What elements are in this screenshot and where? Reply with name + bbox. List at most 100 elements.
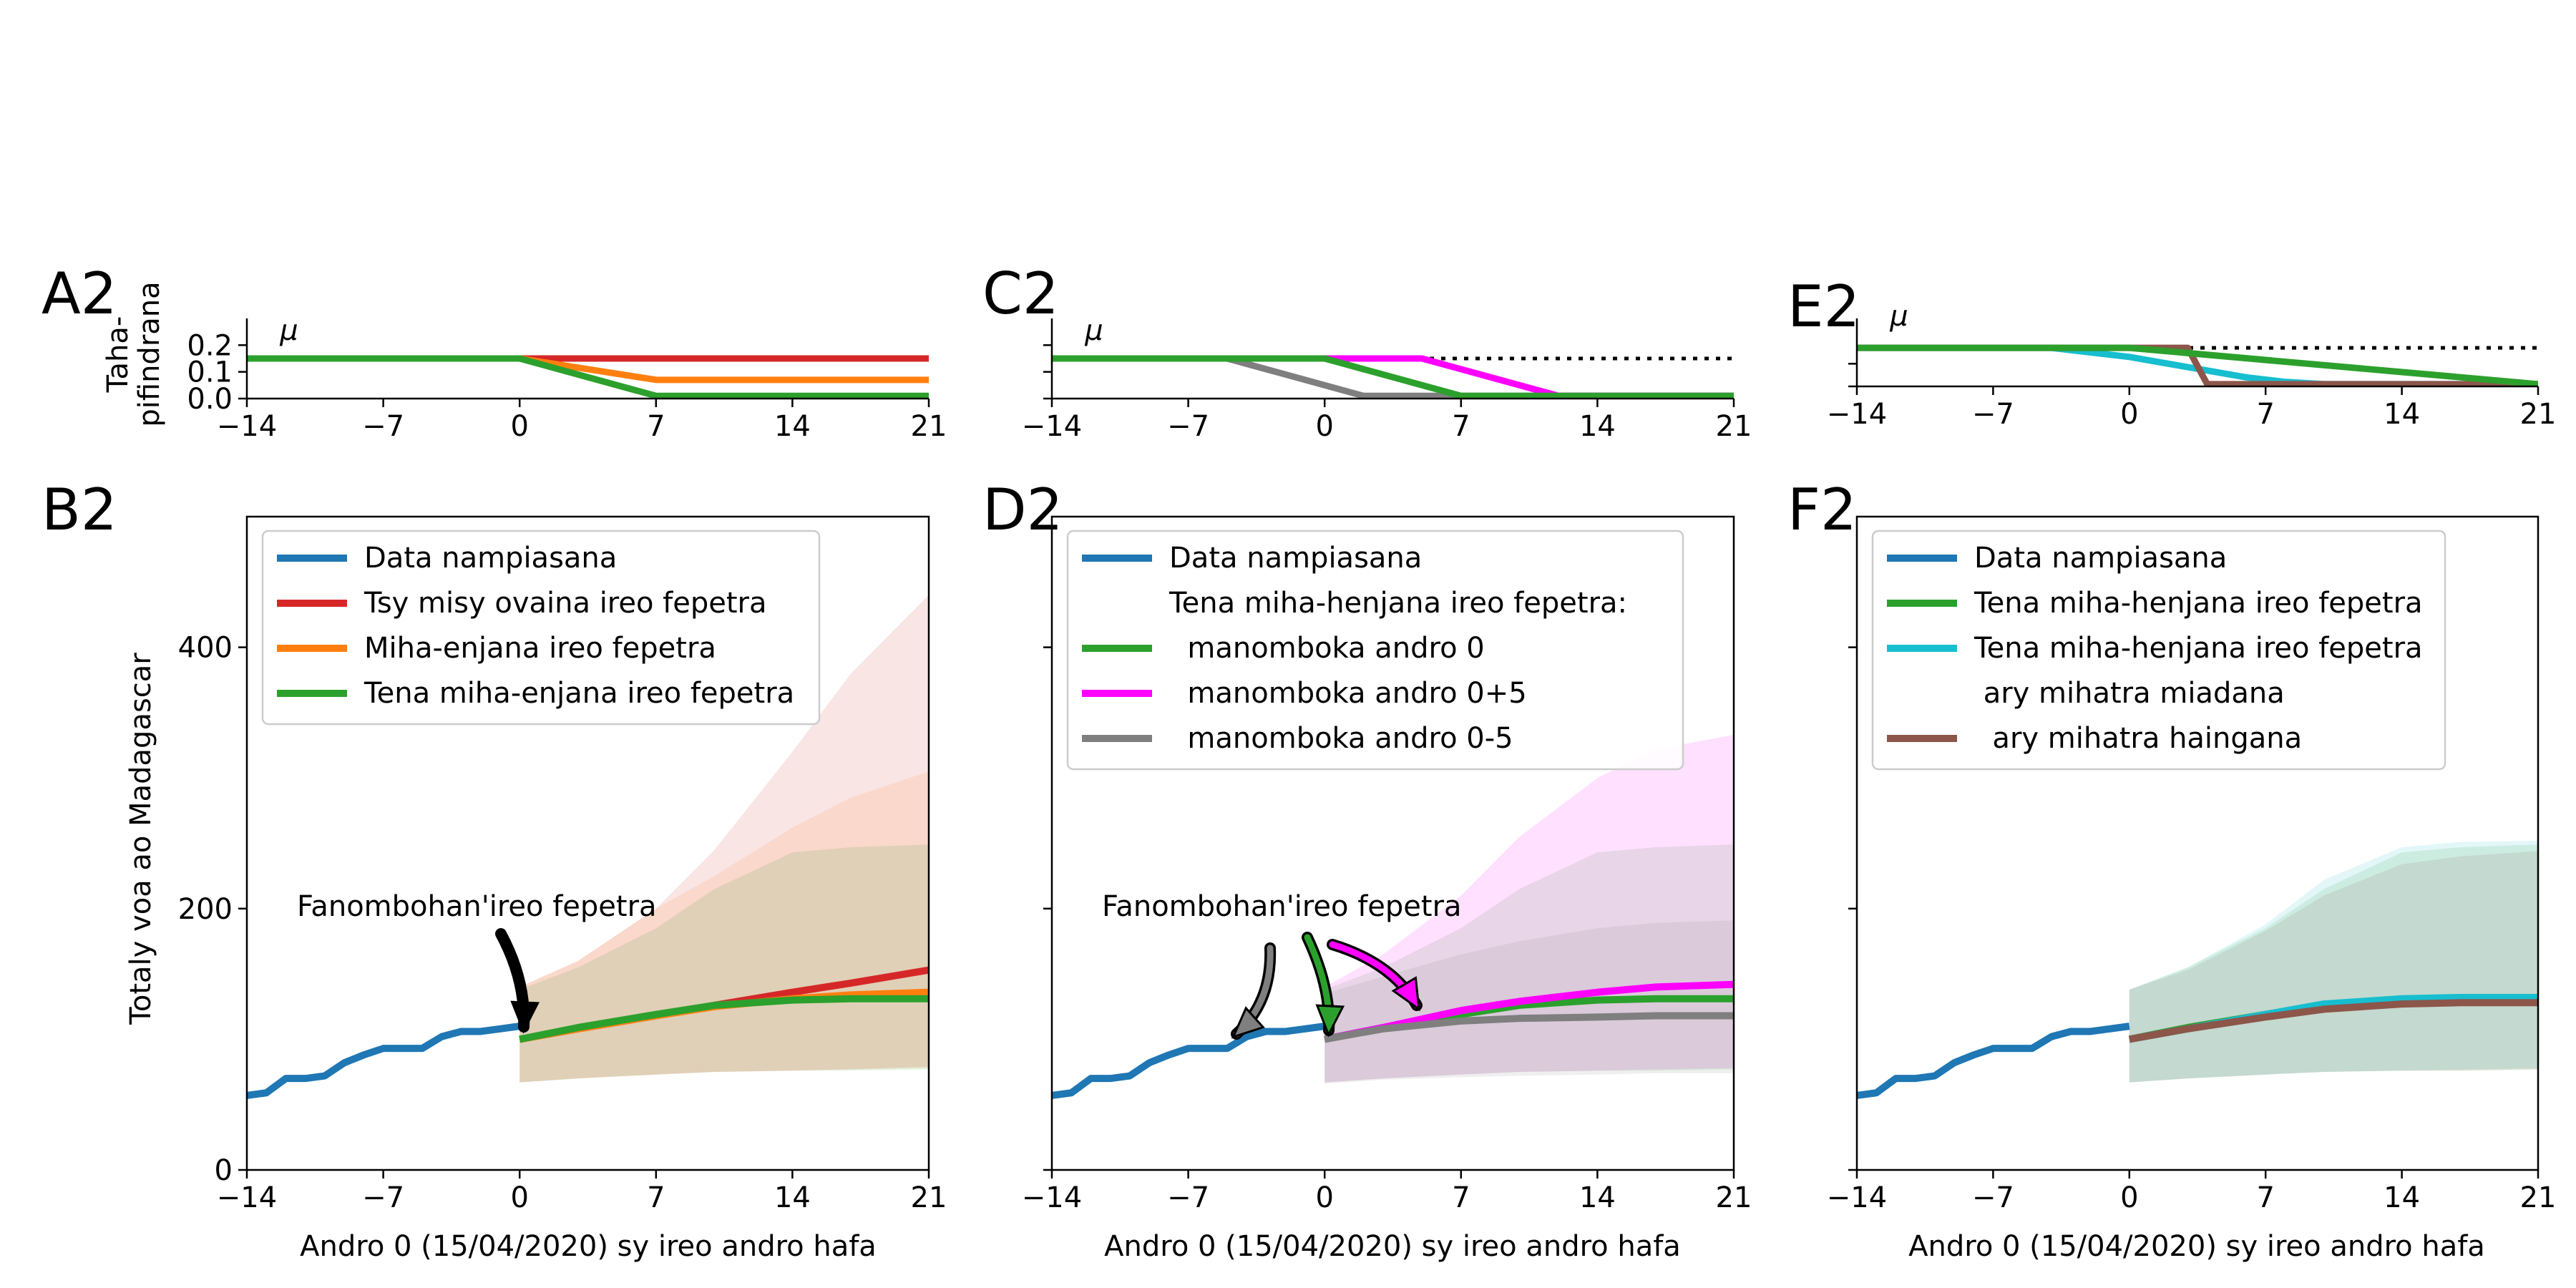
panel-A2: −14 −7 0 7 14 21 0.00.10.2 μ <box>187 314 947 443</box>
series-line-0 <box>247 1023 520 1099</box>
top-ylabel-line-2: pifindrana <box>133 281 166 426</box>
panel-B2: −14 −7 0 7 14 21 0 200 400 Data nampiasana Tsy mis… <box>178 515 947 1214</box>
series-line-3 <box>1052 355 1734 399</box>
x-tick-label: −7 <box>362 410 404 443</box>
x-tick-label: −7 <box>362 1181 404 1214</box>
x-tick-label: −7 <box>1972 398 2014 431</box>
y-tick-label: 200 <box>178 893 233 926</box>
legend-label: Data nampiasana <box>1974 542 2227 575</box>
panel-F2: −14 −7 0 7 14 21 Data nampiasana Tena miha-henj… <box>1827 515 2557 1214</box>
x-tick-label: −14 <box>217 410 277 443</box>
legend-label: Tena miha-henjana ireo fepetra <box>1974 587 2423 620</box>
series-line-0 <box>1857 1023 2130 1099</box>
annotation-arrow-magenta <box>1327 939 1423 1012</box>
annotation-arrow-green <box>1302 932 1345 1038</box>
legend-label: Tsy misy ovaina ireo fepetra <box>364 587 767 620</box>
legend-label: Miha-enjana ireo fepetra <box>364 632 716 665</box>
mu-label: μ <box>279 314 298 347</box>
x-tick-label: 0 <box>510 1181 528 1214</box>
legend-label: Tena miha-enjana ireo fepetra <box>364 677 794 710</box>
series-line-3 <box>1857 344 2538 386</box>
x-tick-label: 14 <box>1579 410 1616 443</box>
legend-label: manomboka andro 0-5 <box>1169 722 1513 755</box>
series-line-3 <box>2128 999 2538 1043</box>
x-tick-label: 0 <box>1315 410 1333 443</box>
legend-label: Data nampiasana <box>1169 542 1422 575</box>
arrowhead <box>1231 1006 1265 1039</box>
series-line-3 <box>519 995 929 1043</box>
annotation-label: Fanombohan'ireo fepetra <box>297 890 657 923</box>
panel-D2: −14 −7 0 7 14 21 Data nampiasana Tena miha-henj… <box>1022 515 1752 1214</box>
axes-frame <box>1050 515 1735 1171</box>
panel-letter-F2: F2 <box>1787 477 1857 543</box>
panel-letter-D2: D2 <box>982 477 1063 543</box>
panel-letter-A2: A2 <box>42 260 117 327</box>
x-tick-label: −7 <box>1167 410 1209 443</box>
axes-frame <box>245 515 930 1171</box>
panel-E2: −14 −7 0 7 14 21 μ <box>1827 300 2557 431</box>
series-line-0 <box>1052 1023 1325 1099</box>
arrowhead <box>1391 976 1420 1012</box>
x-tick-label: 21 <box>1716 1181 1752 1214</box>
plot-area <box>1857 840 2538 1099</box>
x-tick-label: −14 <box>1827 1181 1887 1214</box>
annotation-arrow-grey <box>1231 942 1277 1040</box>
xlabel-F2: Andro 0 (15/04/2020) sy ireo andro hafa <box>1908 1230 2485 1263</box>
annotation-label: Fanombohan'ireo fepetra <box>1102 890 1462 923</box>
legend-label: ary mihatra miadana <box>1974 677 2285 710</box>
x-tick-label: 7 <box>647 1181 665 1214</box>
y-tick-label: 0.0 <box>187 383 233 416</box>
annotation-arrow <box>495 928 540 1034</box>
x-tick-label: 21 <box>911 1181 947 1214</box>
legend-label: Tena miha-henjana ireo fepetra <box>1974 632 2423 665</box>
confidence-band-2 <box>1324 734 1734 1083</box>
x-tick-label: −14 <box>217 1181 277 1214</box>
x-tick-label: 7 <box>647 410 665 443</box>
plot-area <box>247 355 929 399</box>
x-tick-label: 0 <box>2120 1181 2138 1214</box>
mu-label: μ <box>1084 314 1103 347</box>
plot-area <box>1857 344 2538 386</box>
x-tick-label: 0 <box>510 410 528 443</box>
confidence-band-2 <box>519 771 929 1083</box>
x-tick-label: −7 <box>1167 1181 1209 1214</box>
x-tick-label: 21 <box>2520 398 2557 431</box>
x-tick-label: 21 <box>2520 1181 2557 1214</box>
legend-label: Data nampiasana <box>364 542 617 575</box>
panel-letter-B2: B2 <box>42 477 117 543</box>
x-tick-label: 0 <box>1315 1181 1333 1214</box>
panel-C2: −14 −7 0 7 14 21 μ <box>1022 314 1752 443</box>
series-line-3 <box>247 355 929 399</box>
mu-label: μ <box>1889 300 1908 333</box>
legend-box <box>1066 530 1684 771</box>
x-tick-label: 7 <box>2256 398 2274 431</box>
legend-label: manomboka andro 0 <box>1169 632 1485 665</box>
plot-area <box>1052 355 1734 399</box>
legend-label: Tena miha-henjana ireo fepetra: <box>1169 587 1627 620</box>
x-tick-label: 14 <box>774 410 811 443</box>
y-tick-label: 400 <box>178 632 233 665</box>
top-ylabel-line-1: Taha- <box>102 316 135 394</box>
x-tick-label: 7 <box>1452 1181 1470 1214</box>
x-tick-label: 7 <box>1452 410 1470 443</box>
y-tick-label: 0.2 <box>187 329 233 362</box>
x-tick-label: 14 <box>2384 1181 2420 1214</box>
confidence-band-1 <box>519 595 929 1083</box>
legend: Data nampiasana Tsy misy ovaina ireo fepe… <box>261 530 821 726</box>
legend: Data nampiasana Tena miha-henjana ireo fe… <box>1066 530 1684 771</box>
panels: −14 −7 0 7 14 21 0.00.10.2 μ −14 −7 0 7 14 21 μ −14 −7 0 7… <box>178 300 2557 1214</box>
x-tick-label: 14 <box>1579 1181 1616 1214</box>
panel-letter-C2: C2 <box>982 260 1059 327</box>
x-tick-label: 21 <box>1716 410 1752 443</box>
bottom-ylabel: Totaly voa ao Madagascar <box>125 653 157 1025</box>
arrowhead <box>510 1000 540 1034</box>
y-tick-label: 0 <box>215 1154 233 1187</box>
legend-label: ary mihatra haingana <box>1974 722 2302 755</box>
x-tick-label: 7 <box>2256 1181 2274 1214</box>
panel-letter-E2: E2 <box>1787 273 1860 340</box>
legend-box <box>261 530 821 726</box>
y-tick-label: 0.1 <box>187 356 233 389</box>
x-tick-label: 0 <box>2120 398 2138 431</box>
axes-frame <box>1855 515 2540 1171</box>
